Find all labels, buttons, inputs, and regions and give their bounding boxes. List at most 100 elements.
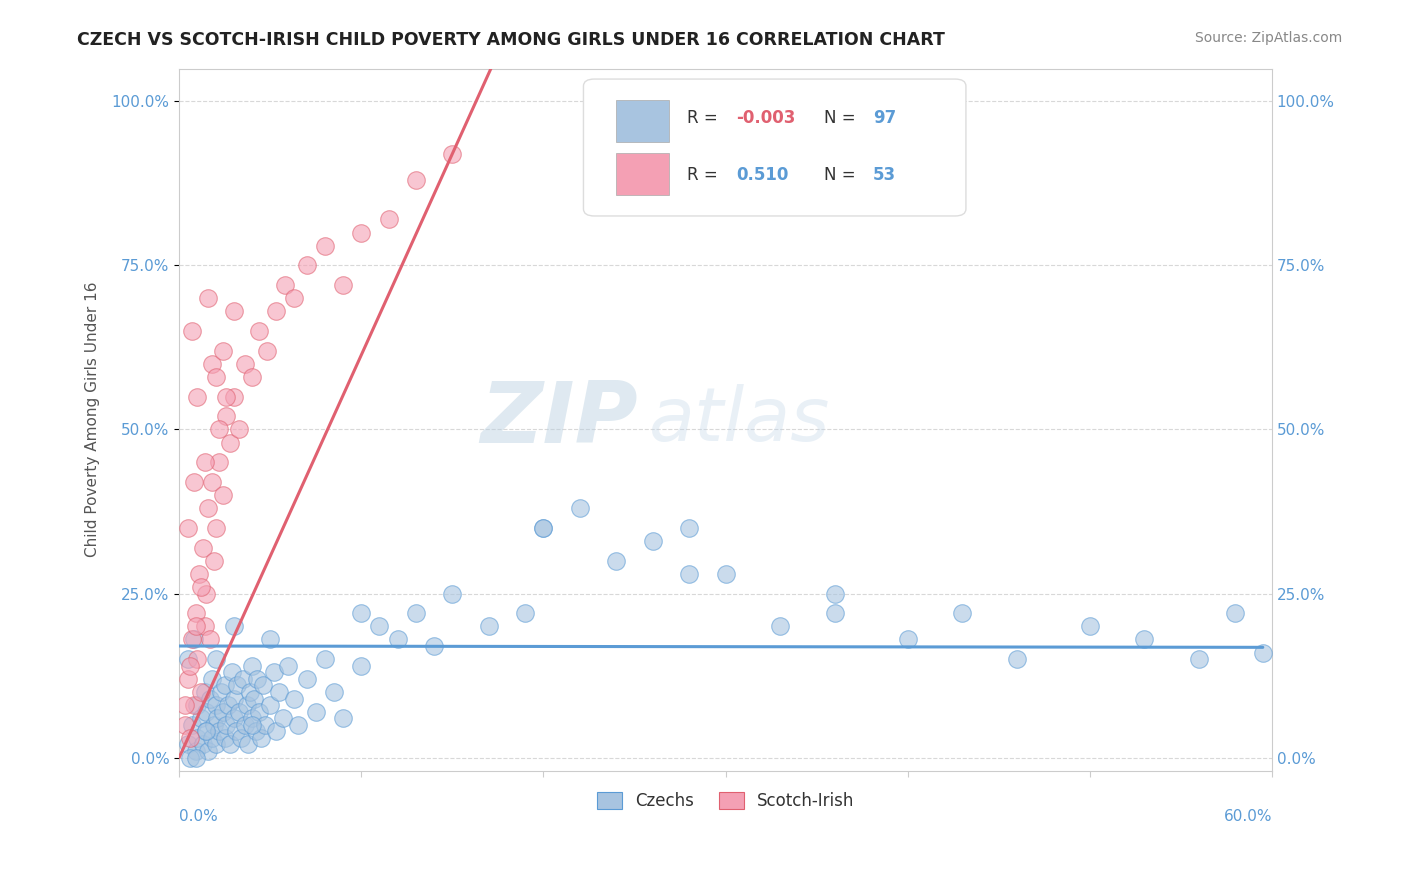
- Point: [177, 738, 200, 752]
- Point: [824, 606, 846, 620]
- Point: [247, 324, 270, 338]
- Text: 60.0%: 60.0%: [1223, 809, 1272, 824]
- Point: [202, 718, 225, 732]
- Point: [186, 652, 208, 666]
- Point: [222, 304, 245, 318]
- FancyBboxPatch shape: [583, 79, 966, 216]
- Point: [180, 324, 202, 338]
- Point: [229, 731, 252, 745]
- Point: [250, 731, 273, 745]
- Point: [350, 606, 373, 620]
- Point: [184, 606, 207, 620]
- Point: [194, 685, 217, 699]
- Point: [186, 390, 208, 404]
- Point: [246, 672, 269, 686]
- Point: [1005, 652, 1028, 666]
- Point: [179, 750, 201, 764]
- Point: [222, 390, 245, 404]
- Point: [195, 705, 218, 719]
- Point: [204, 652, 226, 666]
- Point: [314, 238, 336, 252]
- Text: -0.003: -0.003: [737, 109, 796, 127]
- Point: [183, 632, 205, 647]
- Point: [228, 422, 250, 436]
- Point: [183, 475, 205, 489]
- Point: [219, 435, 242, 450]
- Point: [824, 586, 846, 600]
- Point: [641, 534, 664, 549]
- Point: [198, 691, 221, 706]
- Point: [214, 678, 236, 692]
- Point: [252, 678, 274, 692]
- Point: [1251, 646, 1274, 660]
- Point: [211, 705, 233, 719]
- FancyBboxPatch shape: [616, 153, 669, 195]
- Point: [211, 343, 233, 358]
- Point: [678, 521, 700, 535]
- Text: atlas: atlas: [650, 384, 831, 456]
- Point: [177, 521, 200, 535]
- Text: N =: N =: [824, 166, 860, 185]
- Point: [405, 606, 427, 620]
- Point: [368, 619, 391, 633]
- Point: [214, 731, 236, 745]
- Point: [204, 698, 226, 712]
- Point: [177, 672, 200, 686]
- Point: [253, 718, 276, 732]
- Point: [202, 554, 225, 568]
- Point: [405, 173, 427, 187]
- Text: 53: 53: [873, 166, 896, 185]
- Point: [277, 658, 299, 673]
- Point: [201, 475, 224, 489]
- Point: [271, 711, 294, 725]
- Point: [239, 685, 262, 699]
- Text: N =: N =: [824, 109, 860, 127]
- Point: [194, 619, 217, 633]
- Point: [240, 718, 263, 732]
- Point: [190, 685, 212, 699]
- Point: [332, 278, 354, 293]
- Point: [208, 724, 231, 739]
- Point: [222, 711, 245, 725]
- Point: [377, 212, 399, 227]
- Point: [180, 718, 202, 732]
- Point: [305, 705, 328, 719]
- Point: [195, 724, 218, 739]
- Point: [1078, 619, 1101, 633]
- Point: [323, 685, 346, 699]
- Point: [204, 370, 226, 384]
- Text: Source: ZipAtlas.com: Source: ZipAtlas.com: [1195, 31, 1343, 45]
- Point: [215, 390, 238, 404]
- Point: [233, 718, 256, 732]
- Point: [714, 566, 737, 581]
- Point: [232, 672, 254, 686]
- Point: [235, 698, 257, 712]
- Point: [531, 521, 554, 535]
- Point: [177, 652, 200, 666]
- Point: [256, 343, 278, 358]
- Point: [208, 422, 231, 436]
- Point: [350, 658, 373, 673]
- Point: [188, 566, 211, 581]
- Point: [263, 665, 285, 680]
- Point: [332, 711, 354, 725]
- Point: [264, 724, 287, 739]
- Point: [238, 738, 260, 752]
- Point: [190, 580, 212, 594]
- Point: [240, 711, 263, 725]
- Point: [264, 304, 287, 318]
- Point: [211, 488, 233, 502]
- Point: [441, 146, 464, 161]
- Point: [233, 357, 256, 371]
- Point: [240, 370, 263, 384]
- Point: [179, 731, 201, 745]
- Point: [195, 586, 218, 600]
- Point: [194, 455, 217, 469]
- FancyBboxPatch shape: [616, 100, 669, 142]
- Point: [531, 521, 554, 535]
- Point: [221, 665, 243, 680]
- Point: [191, 738, 214, 752]
- Point: [219, 738, 242, 752]
- Point: [184, 619, 207, 633]
- Text: 0.0%: 0.0%: [179, 809, 218, 824]
